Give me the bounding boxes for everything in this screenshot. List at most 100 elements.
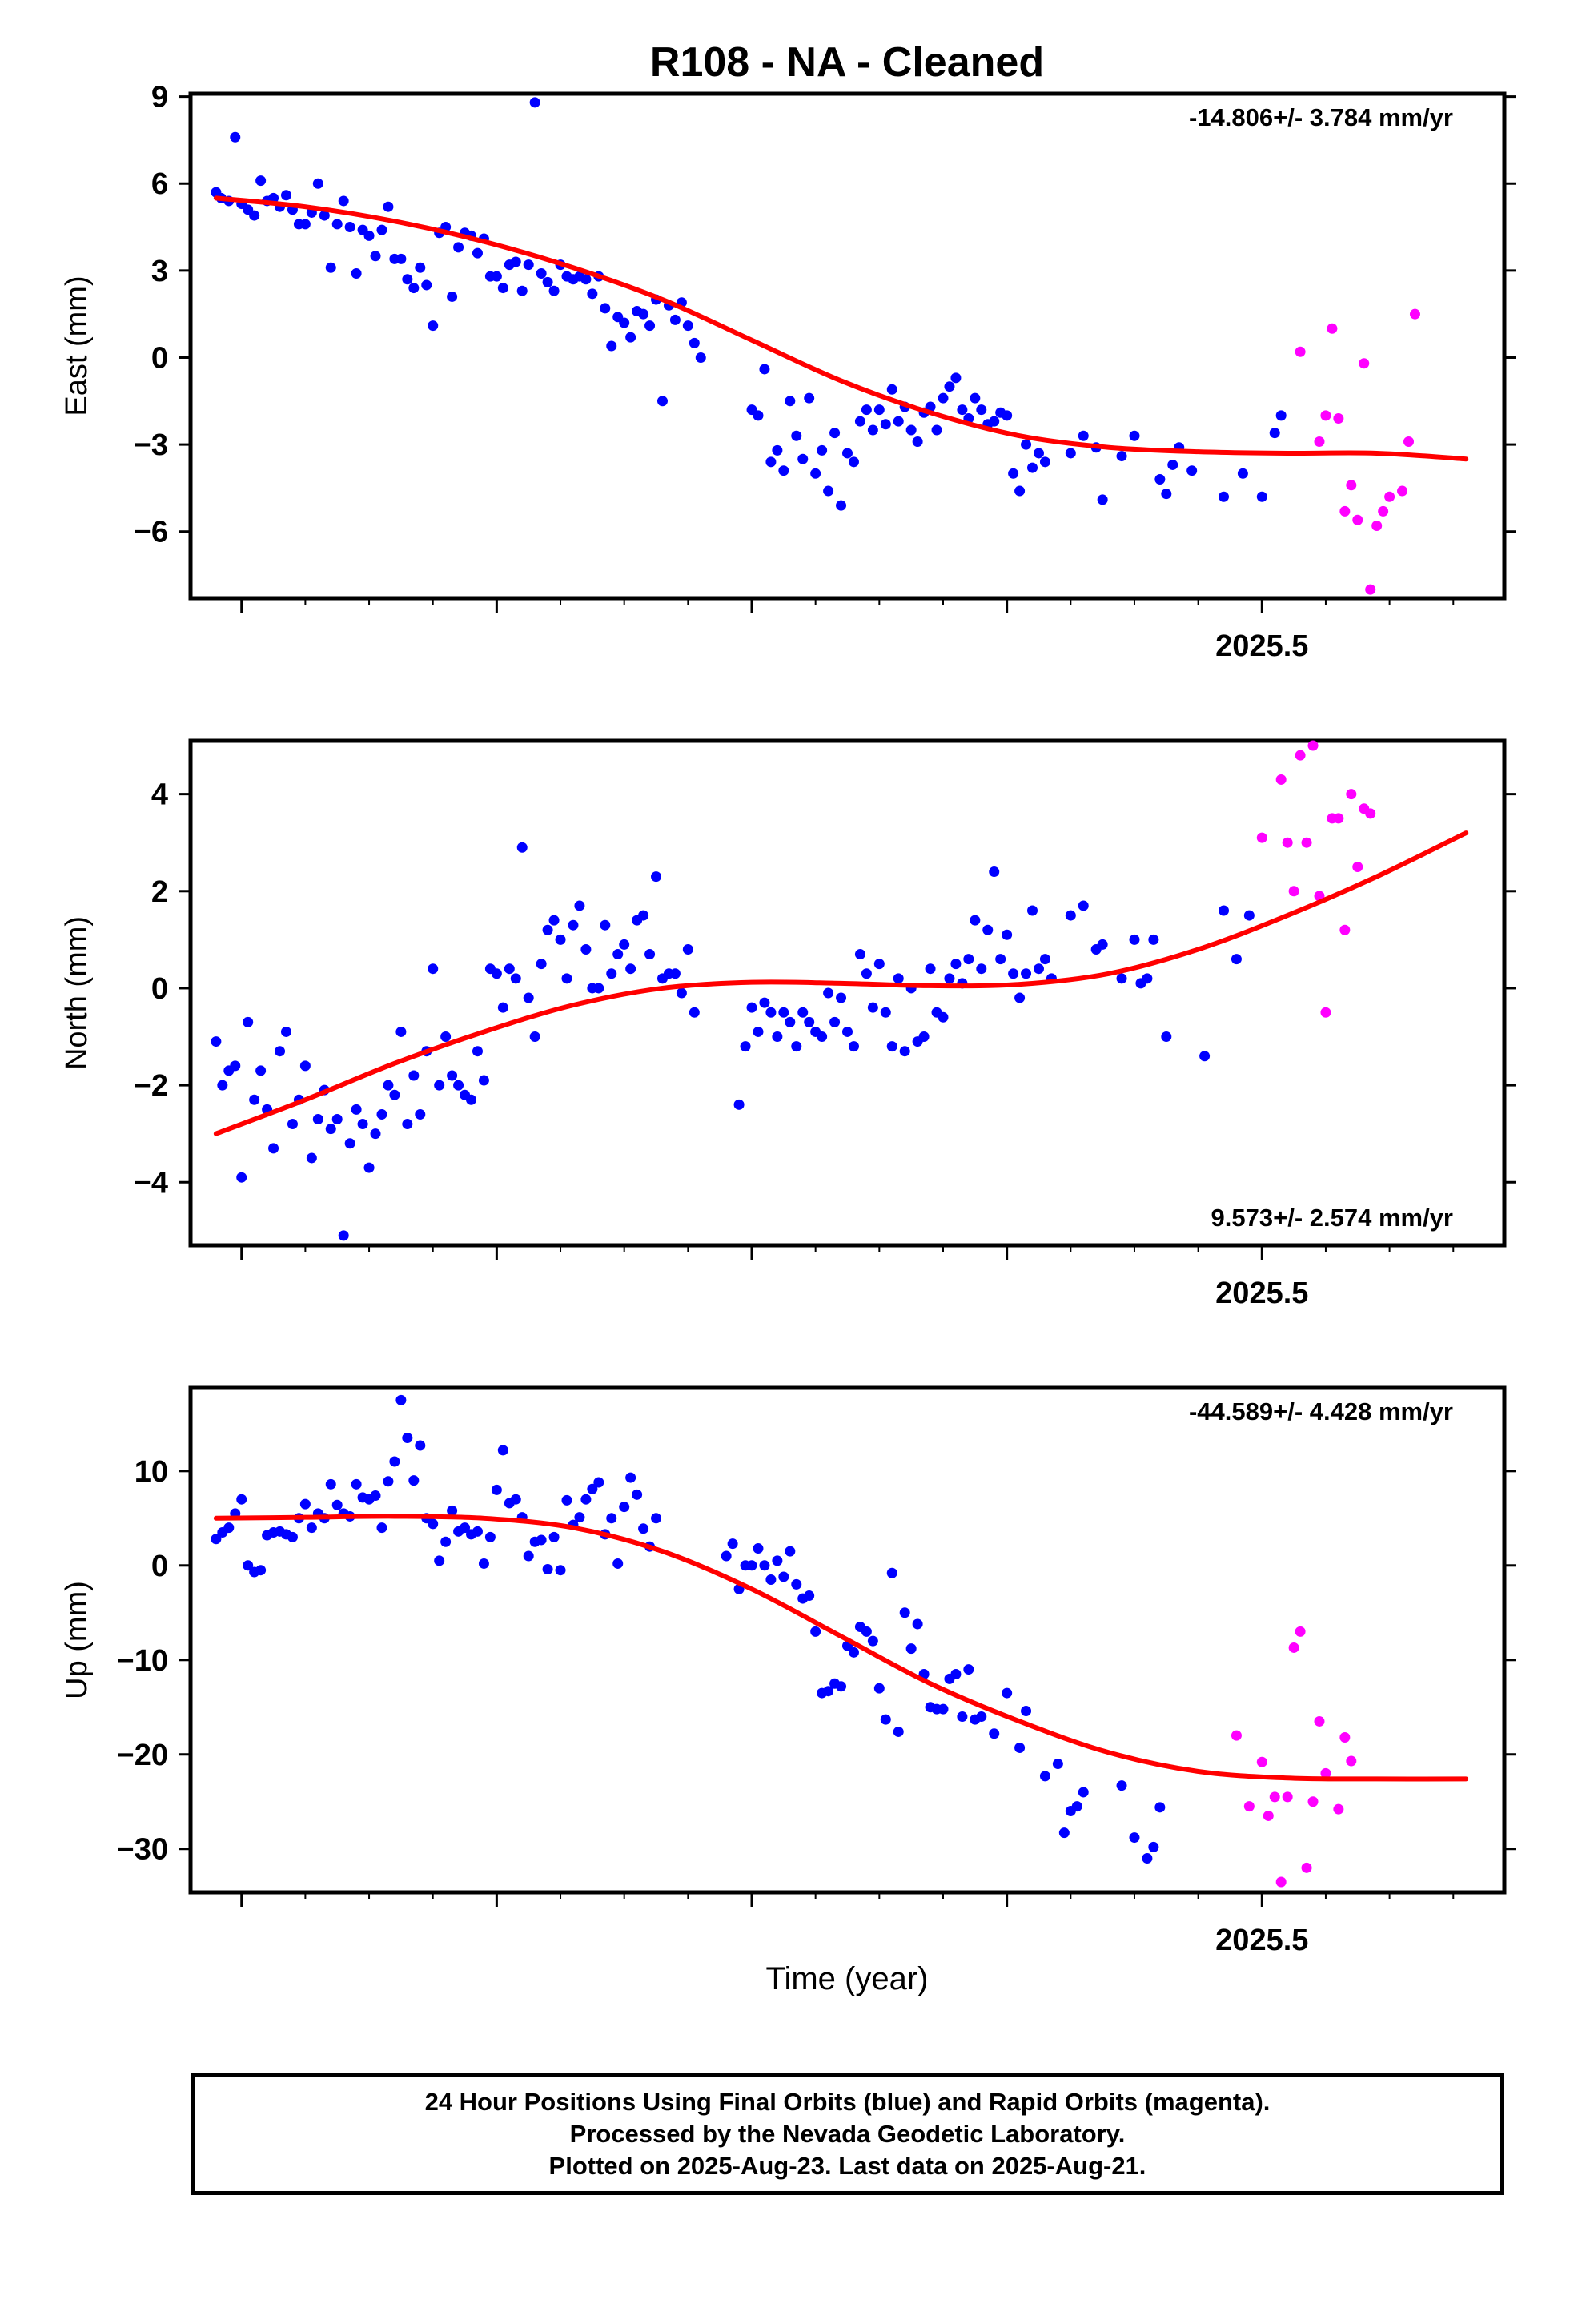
east-final-orbit-point <box>587 288 598 300</box>
up-y-tick-label: −30 <box>117 1833 168 1867</box>
north-y-axis-label: North (mm) <box>60 916 94 1070</box>
up-final-orbit-point <box>434 1555 445 1566</box>
north-rapid-orbit-point <box>1307 740 1319 751</box>
north-final-orbit-point <box>542 924 553 935</box>
north-final-orbit-point <box>331 1114 343 1124</box>
footer-line-2: Processed by the Nevada Geodetic Laborat… <box>569 2119 1126 2148</box>
up-final-orbit-point <box>873 1683 885 1694</box>
north-final-orbit-point <box>268 1143 279 1154</box>
north-final-orbit-point <box>976 963 987 975</box>
east-final-orbit-point <box>523 259 534 271</box>
north-final-orbit-point <box>842 1026 853 1037</box>
up-y-tick-label: −10 <box>117 1644 168 1678</box>
east-rapid-orbit-point <box>1346 480 1357 491</box>
north-final-orbit-point <box>950 959 962 970</box>
east-final-orbit-point <box>619 317 630 328</box>
east-final-orbit-point <box>817 444 828 456</box>
up-final-orbit-point <box>460 1522 471 1534</box>
east-final-orbit-point <box>325 262 336 273</box>
up-final-orbit-point <box>440 1536 452 1547</box>
up-final-orbit-point <box>415 1440 426 1451</box>
east-final-orbit-point <box>823 485 834 497</box>
east-final-orbit-point <box>644 320 656 332</box>
up-rapid-orbit-point <box>1282 1791 1293 1803</box>
east-final-orbit-point <box>1186 465 1198 476</box>
north-final-orbit-point <box>886 1041 897 1052</box>
north-y-tick-label: 4 <box>151 778 168 812</box>
north-final-orbit-point <box>759 997 770 1008</box>
north-final-orbit-point <box>982 924 994 935</box>
north-final-orbit-point <box>925 963 936 975</box>
east-final-orbit-point <box>1039 456 1050 468</box>
north-final-orbit-point <box>829 1016 841 1027</box>
east-final-orbit-point <box>376 224 387 235</box>
north-final-orbit-point <box>970 915 981 926</box>
up-final-orbit-point <box>759 1560 770 1571</box>
east-final-orbit-point <box>797 453 809 464</box>
up-final-orbit-point <box>555 1565 566 1576</box>
east-rapid-orbit-point <box>1333 413 1344 424</box>
north-final-orbit-point <box>363 1162 375 1173</box>
east-y-tick-label: −6 <box>134 516 168 549</box>
east-final-orbit-point <box>905 424 917 436</box>
up-final-orbit-point <box>899 1607 910 1618</box>
east-final-orbit-point <box>861 404 872 416</box>
east-final-orbit-point <box>396 253 407 264</box>
north-final-orbit-point <box>995 954 1006 965</box>
up-final-orbit-point <box>593 1477 604 1488</box>
north-final-orbit-point <box>523 992 534 1003</box>
north-rapid-orbit-point <box>1288 886 1299 897</box>
north-final-orbit-point <box>344 1138 355 1149</box>
east-final-orbit-point <box>428 320 439 332</box>
east-final-orbit-point <box>753 410 764 421</box>
up-rapid-orbit-point <box>1275 1876 1287 1888</box>
up-fit-line <box>213 1514 1469 1782</box>
up-final-orbit-point <box>950 1668 962 1679</box>
east-y-tick-label: −3 <box>134 428 168 462</box>
up-final-orbit-point <box>1039 1771 1050 1782</box>
north-final-orbit-point <box>669 968 681 979</box>
east-final-orbit-point <box>516 285 528 296</box>
up-final-orbit-point <box>491 1484 502 1495</box>
east-final-orbit-point <box>656 396 668 407</box>
north-plot-frame <box>188 738 1507 1248</box>
north-final-orbit-point <box>593 983 604 994</box>
east-final-orbit-point <box>408 283 420 294</box>
east-final-orbit-point <box>1002 410 1013 421</box>
north-final-orbit-point <box>338 1230 349 1241</box>
up-y-tick-label: −20 <box>117 1739 168 1772</box>
up-final-orbit-point <box>957 1711 968 1723</box>
up-final-orbit-point <box>484 1531 496 1542</box>
east-final-orbit-point <box>600 303 611 314</box>
up-rapid-orbit-point <box>1243 1801 1255 1812</box>
east-rate-label: -14.806+/- 3.784 mm/yr <box>1189 103 1453 131</box>
up-final-orbit-point <box>510 1494 521 1505</box>
north-y-tick-label: −4 <box>134 1166 168 1200</box>
east-final-orbit-point <box>529 97 540 108</box>
east-final-orbit-point <box>848 456 859 468</box>
east-final-orbit-point <box>778 465 789 476</box>
north-rapid-orbit-point <box>1256 832 1267 843</box>
east-final-orbit-point <box>759 364 770 375</box>
up-final-orbit-point <box>548 1531 560 1542</box>
up-final-orbit-point <box>478 1558 489 1569</box>
north-final-orbit-point <box>778 1007 789 1018</box>
north-final-orbit-point <box>1002 929 1013 940</box>
up-final-orbit-point <box>497 1445 508 1456</box>
north-rapid-orbit-point <box>1352 862 1363 872</box>
north-final-orbit-point <box>299 1060 311 1072</box>
north-final-orbit-point <box>428 963 439 975</box>
north-final-orbit-point <box>899 1046 910 1057</box>
east-final-orbit-point <box>548 285 560 296</box>
north-final-orbit-point <box>249 1094 260 1105</box>
up-final-orbit-point <box>823 1686 834 1697</box>
north-final-orbit-point <box>797 1007 809 1018</box>
east-final-orbit-point <box>695 352 706 363</box>
north-final-orbit-point <box>447 1070 458 1081</box>
east-final-orbit-point <box>689 337 700 348</box>
figure-title: R108 - NA - Cleaned <box>650 39 1044 86</box>
up-rapid-orbit-point <box>1333 1803 1344 1815</box>
up-final-orbit-point <box>236 1494 247 1505</box>
north-final-orbit-point <box>568 919 579 931</box>
up-final-orbit-point <box>472 1526 483 1537</box>
